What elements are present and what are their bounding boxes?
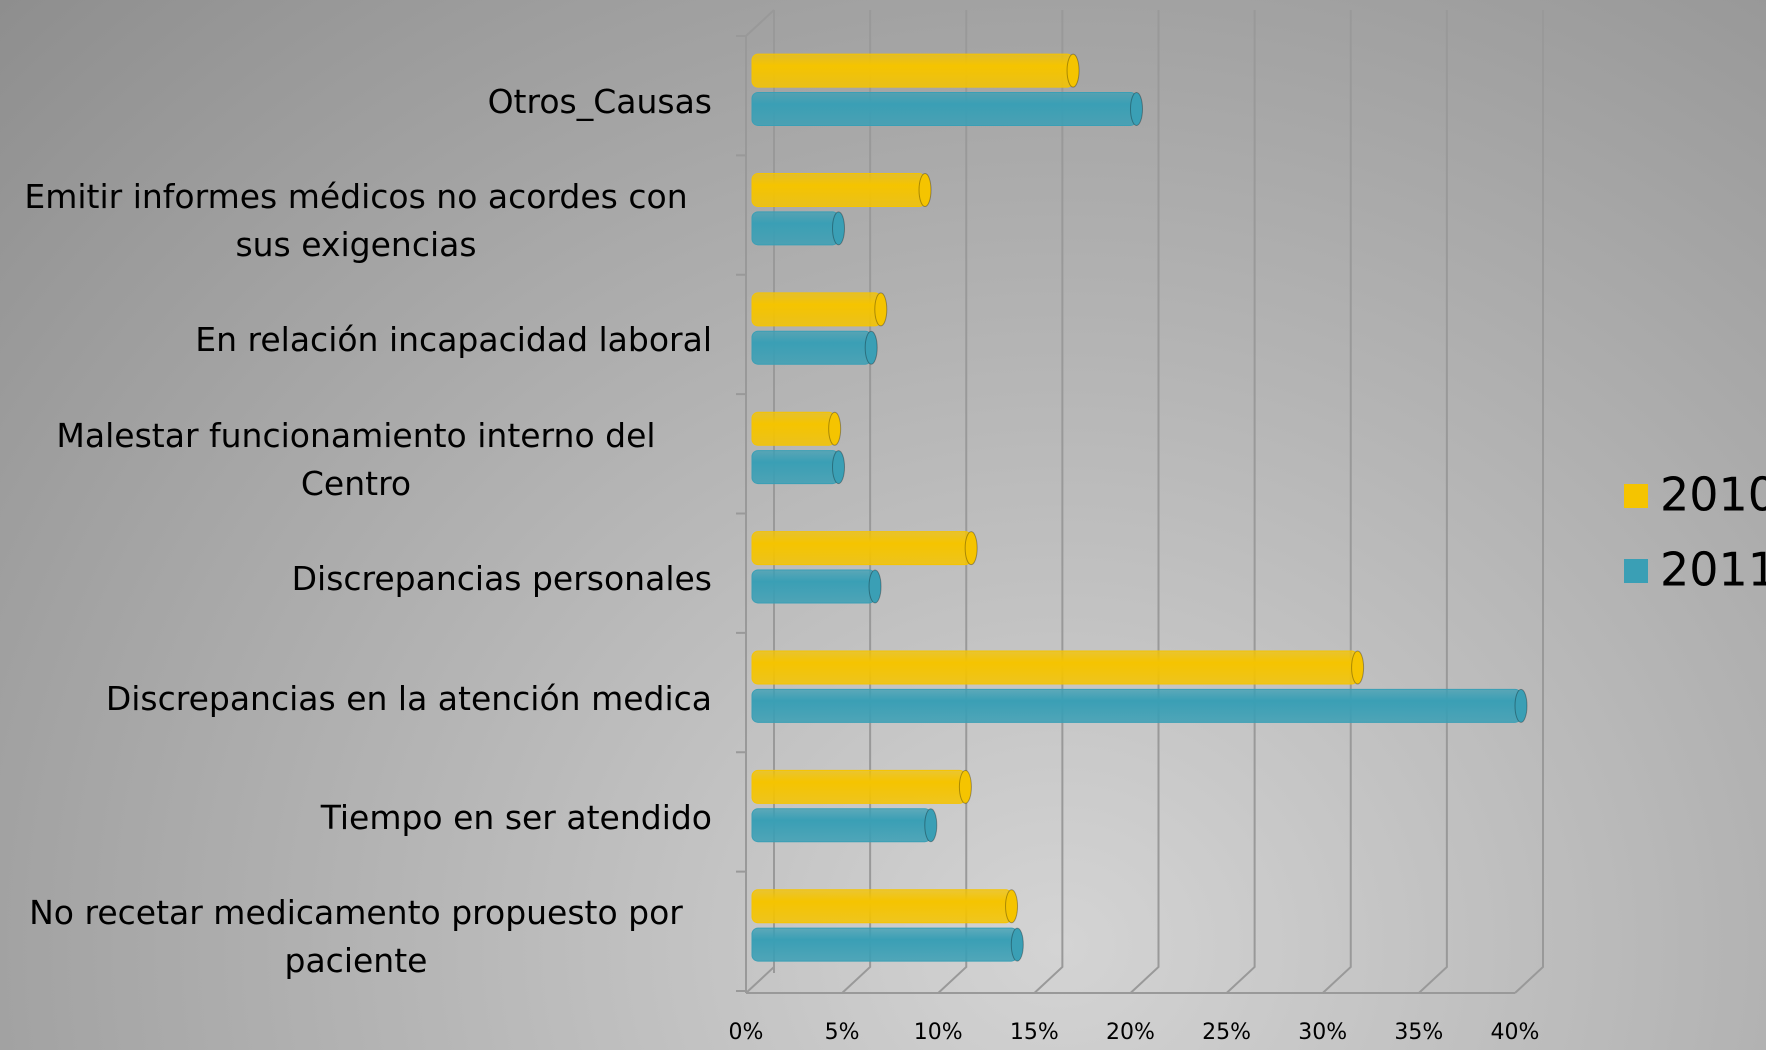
- y-tick-label: Discrepancias personales: [291, 559, 712, 599]
- bar: [751, 688, 1522, 723]
- legend-label: 2010: [1660, 468, 1766, 522]
- grid-line: [937, 10, 968, 994]
- y-tick-label: No recetar medicamento propuesto por pac…: [29, 893, 683, 981]
- grid-line: [841, 10, 872, 994]
- bar-cap: [828, 411, 842, 446]
- x-tick-label: 35%: [1394, 1020, 1443, 1045]
- bar-cap: [1010, 927, 1024, 962]
- bar-cap: [1005, 889, 1019, 924]
- category-label-box: Tiempo en ser atendido: [0, 763, 712, 873]
- legend-label: 2011: [1660, 543, 1766, 597]
- category-label-box: Emitir informes médicos no acordes con s…: [0, 166, 712, 276]
- bar-cap: [874, 292, 888, 327]
- legend-swatch: [1624, 559, 1648, 583]
- bar: [751, 211, 840, 246]
- bar-cap: [832, 450, 846, 485]
- bar-cap: [918, 173, 932, 208]
- category-label-box: Malestar funcionamiento interno del Cent…: [0, 405, 712, 515]
- bar-cap: [1514, 688, 1528, 723]
- bar: [751, 330, 872, 365]
- bar: [751, 808, 932, 843]
- y-tick-label: Discrepancias en la atención medica: [105, 678, 712, 718]
- bar-cap: [868, 569, 882, 604]
- category-label-box: No recetar medicamento propuesto por pac…: [0, 882, 712, 992]
- bar-cap: [964, 531, 978, 566]
- y-axis-top: [745, 9, 775, 37]
- y-tick-label: Otros_Causas: [487, 81, 712, 121]
- x-tick-label: 0%: [729, 1020, 764, 1045]
- x-tick-label: 40%: [1491, 1020, 1540, 1045]
- grid-line: [1514, 10, 1544, 994]
- y-tick-label: En relación incapacidad laboral: [195, 320, 712, 360]
- grid-line: [1225, 10, 1256, 994]
- y-tick-label: Emitir informes médicos no acordes con s…: [24, 177, 688, 265]
- y-tick-label: Malestar funcionamiento interno del Cent…: [56, 415, 656, 503]
- x-tick-label: 30%: [1298, 1020, 1347, 1045]
- bar-cap: [832, 211, 846, 246]
- x-tick-label: 15%: [1010, 1020, 1059, 1045]
- x-tick-label: 10%: [914, 1020, 963, 1045]
- grid-line: [1322, 10, 1352, 994]
- bar: [751, 650, 1359, 685]
- bar-cap: [1066, 53, 1080, 88]
- bar: [751, 531, 972, 566]
- bar-cap: [864, 330, 878, 365]
- grid-line: [1418, 10, 1448, 994]
- bar: [751, 769, 966, 804]
- x-tick-label: 25%: [1202, 1020, 1251, 1045]
- bar: [751, 53, 1074, 88]
- bar-cap: [924, 808, 938, 843]
- bar: [751, 173, 926, 208]
- grid-line: [1129, 10, 1160, 994]
- bar: [751, 450, 840, 485]
- bar: [751, 889, 1013, 924]
- bar-cap: [1351, 650, 1365, 685]
- grid-line: [745, 10, 775, 994]
- bar: [751, 411, 836, 446]
- bar: [751, 927, 1018, 962]
- bar-cap: [1130, 91, 1143, 126]
- category-label-box: Otros_Causas: [0, 47, 712, 157]
- bar: [751, 569, 876, 604]
- grid-line: [1033, 10, 1064, 994]
- legend-swatch: [1624, 484, 1648, 508]
- category-label-box: En relación incapacidad laboral: [0, 285, 712, 395]
- category-label-box: Discrepancias en la atención medica: [0, 644, 712, 754]
- category-label-box: Discrepancias personales: [0, 524, 712, 634]
- bar-cap: [958, 769, 972, 804]
- x-tick-label: 5%: [825, 1020, 860, 1045]
- bar: [751, 91, 1137, 126]
- y-tick-label: Tiempo en ser atendido: [320, 797, 712, 837]
- bar: [751, 292, 882, 327]
- x-tick-label: 20%: [1106, 1020, 1155, 1045]
